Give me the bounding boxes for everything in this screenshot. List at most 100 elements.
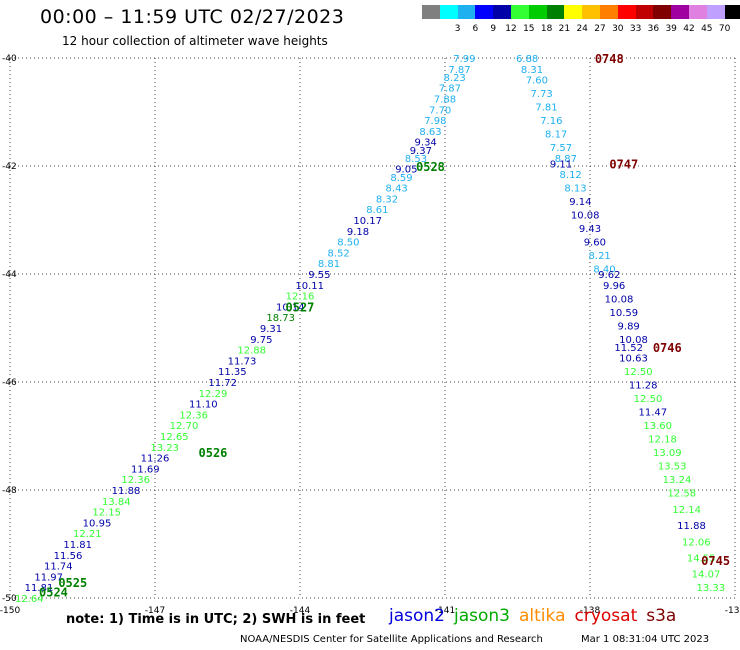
chart-subtitle: 12 hour collection of altimeter wave hei…	[62, 34, 328, 48]
color-scale-label: 9	[490, 24, 497, 34]
chart-title: 00:00 – 11:59 UTC 02/27/2023	[40, 6, 345, 28]
wave-height-value: 11.81	[63, 540, 92, 551]
color-scale-swatch	[706, 5, 725, 19]
wave-height-value: 11.52	[614, 343, 643, 354]
wave-height-value: 7.87	[448, 65, 470, 76]
wave-height-value: 8.17	[545, 130, 567, 141]
pass-time-label: 0748	[595, 52, 624, 66]
y-tick-label: -42	[2, 162, 17, 172]
y-tick-label: -46	[2, 378, 17, 388]
wave-height-value: 11.47	[639, 408, 668, 419]
pass-time-label: 0747	[609, 157, 638, 171]
wave-height-value: 9.75	[250, 335, 272, 346]
wave-height-value: 8.40	[593, 265, 615, 276]
wave-height-value: 12.18	[648, 435, 677, 446]
color-scale-swatch	[475, 5, 494, 19]
pass-time-label: 0528	[416, 160, 445, 174]
wave-height-value: 13.60	[643, 421, 672, 432]
satellite-legend-item: altika	[519, 606, 566, 626]
wave-height-value: 7.81	[535, 103, 557, 114]
wave-height-value: 7.87	[439, 84, 461, 95]
x-tick-label: -150	[0, 606, 20, 616]
wave-height-value: 9.31	[260, 324, 282, 335]
wave-height-value: 14.07	[692, 570, 721, 581]
wave-height-value: 9.34	[415, 138, 437, 149]
wave-height-value: 12.88	[237, 346, 266, 357]
wave-height-value: 7.70	[429, 105, 451, 116]
wave-height-value: 8.53	[405, 154, 427, 165]
wave-height-value: 11.35	[218, 367, 247, 378]
wave-height-value: 12.06	[682, 537, 711, 548]
wave-height-value: 8.13	[564, 184, 586, 195]
wave-height-value: 10.08	[619, 335, 648, 346]
wave-height-value: 8.12	[560, 170, 582, 181]
wave-height-value: 9.11	[550, 159, 572, 170]
wave-height-value: 12.21	[73, 529, 102, 540]
wave-height-value: 12.16	[286, 292, 315, 303]
wave-height-value: 8.52	[328, 248, 350, 259]
wave-height-value: 11.88	[112, 486, 141, 497]
color-scale-label: 21	[558, 24, 571, 34]
wave-height-value: 10.08	[605, 294, 634, 305]
wave-height-value: 7.60	[526, 76, 548, 87]
wave-height-value: 7.73	[531, 89, 553, 100]
wave-height-value: 9.37	[410, 146, 432, 157]
color-scale-label: 33	[629, 24, 642, 34]
color-scale-label: 24	[576, 24, 588, 34]
wave-height-value: 9.60	[584, 238, 606, 249]
wave-height-value: 8.63	[419, 127, 441, 138]
color-scale-label: 36	[647, 24, 660, 34]
pass-time-label: 0745	[701, 554, 730, 568]
wave-height-value: 10.14	[276, 302, 305, 313]
wave-height-value: 12.36	[121, 475, 150, 486]
x-tick-label: -144	[290, 606, 311, 616]
wave-height-value: 11.73	[228, 356, 257, 367]
color-scale-swatch	[493, 5, 511, 19]
color-scale-swatch	[671, 5, 689, 19]
wave-height-value: 12.14	[672, 505, 701, 516]
wave-height-value: 10.11	[295, 281, 324, 292]
wave-height-value: 12.36	[179, 410, 208, 421]
wave-height-value: 8.87	[555, 154, 577, 165]
color-scale-swatch	[582, 5, 600, 19]
color-scale-swatch	[511, 5, 529, 19]
satellite-legend-item: jason2	[389, 606, 445, 626]
wave-height-value: 13.84	[102, 497, 131, 508]
wave-height-value: 8.31	[521, 65, 543, 76]
wave-height-value: 8.23	[444, 73, 466, 84]
wave-height-value: 12.65	[160, 432, 189, 443]
wave-height-value: 8.50	[337, 238, 359, 249]
wave-height-value: 8.43	[386, 184, 408, 195]
wave-height-value: 8.21	[589, 251, 611, 262]
wave-height-value: 12.70	[170, 421, 199, 432]
color-scale-label: 45	[701, 24, 713, 34]
color-scale-swatch	[635, 5, 654, 19]
wave-height-value: 9.96	[603, 281, 625, 292]
y-tick-label: -40	[2, 54, 17, 64]
color-scale-label: 70	[718, 24, 731, 34]
wave-height-value: 14.55	[687, 554, 716, 565]
wave-height-value: 11.56	[54, 551, 83, 562]
wave-height-value: 18.73	[266, 313, 295, 324]
color-scale-swatch	[724, 5, 740, 19]
x-tick-label: -135	[725, 606, 740, 616]
wave-height-value: 8.61	[366, 205, 388, 216]
wave-height-value: 8.32	[376, 194, 398, 205]
wave-height-value: 7.16	[540, 116, 562, 127]
color-scale-swatch	[689, 5, 707, 19]
wave-height-value: 11.69	[131, 464, 160, 475]
wave-height-value: 11.72	[208, 378, 237, 389]
pass-time-label: 0525	[58, 576, 87, 590]
y-tick-label: -50	[2, 594, 17, 604]
wave-height-value: 10.08	[571, 211, 600, 222]
x-tick-label: -141	[435, 606, 455, 616]
color-scale-swatch	[617, 5, 636, 19]
wave-height-value: 12.64	[15, 594, 44, 605]
color-scale-swatch	[439, 5, 458, 19]
wave-height-value: 12.58	[668, 489, 697, 500]
wave-height-value: 13.33	[697, 583, 726, 594]
wave-height-value: 11.97	[34, 572, 63, 583]
wave-height-value: 11.26	[141, 454, 170, 465]
footnote: note: 1) Time is in UTC; 2) SWH is in fe…	[66, 612, 366, 627]
